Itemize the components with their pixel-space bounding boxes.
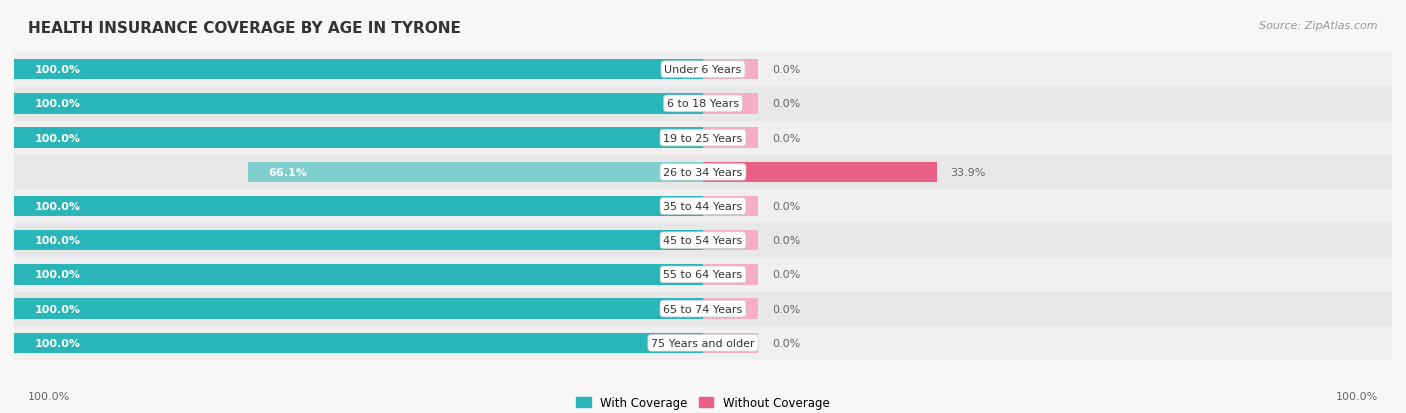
Bar <box>14 264 703 285</box>
Bar <box>14 223 1392 258</box>
Text: 35 to 44 Years: 35 to 44 Years <box>664 202 742 211</box>
Bar <box>14 128 703 149</box>
Bar <box>14 230 703 251</box>
Bar <box>14 196 703 217</box>
Text: 100.0%: 100.0% <box>35 99 80 109</box>
Text: 0.0%: 0.0% <box>772 304 800 314</box>
Bar <box>703 94 758 114</box>
Text: Under 6 Years: Under 6 Years <box>665 65 741 75</box>
Bar <box>14 60 703 80</box>
Bar <box>703 162 936 183</box>
Bar <box>703 299 758 319</box>
Text: 100.0%: 100.0% <box>35 270 80 280</box>
Bar <box>14 292 1392 326</box>
Bar <box>703 60 758 80</box>
Text: 100.0%: 100.0% <box>35 338 80 348</box>
Text: 100.0%: 100.0% <box>35 133 80 143</box>
Bar <box>703 333 758 353</box>
Bar <box>14 53 1392 87</box>
Text: 33.9%: 33.9% <box>950 167 986 177</box>
Text: 55 to 64 Years: 55 to 64 Years <box>664 270 742 280</box>
Text: 100.0%: 100.0% <box>28 391 70 401</box>
Text: 0.0%: 0.0% <box>772 65 800 75</box>
Text: 100.0%: 100.0% <box>35 236 80 246</box>
Text: 19 to 25 Years: 19 to 25 Years <box>664 133 742 143</box>
Bar <box>14 190 1392 223</box>
Text: 66.1%: 66.1% <box>269 167 307 177</box>
Text: 0.0%: 0.0% <box>772 270 800 280</box>
Bar <box>703 128 758 149</box>
Text: 0.0%: 0.0% <box>772 133 800 143</box>
Bar <box>703 196 758 217</box>
Text: 0.0%: 0.0% <box>772 99 800 109</box>
Text: 6 to 18 Years: 6 to 18 Years <box>666 99 740 109</box>
Text: 100.0%: 100.0% <box>1336 391 1378 401</box>
Bar <box>247 162 703 183</box>
Text: 100.0%: 100.0% <box>35 304 80 314</box>
Bar <box>14 299 703 319</box>
Bar <box>14 121 1392 155</box>
Text: 100.0%: 100.0% <box>35 65 80 75</box>
Text: 0.0%: 0.0% <box>772 236 800 246</box>
Text: HEALTH INSURANCE COVERAGE BY AGE IN TYRONE: HEALTH INSURANCE COVERAGE BY AGE IN TYRO… <box>28 21 461 36</box>
Text: Source: ZipAtlas.com: Source: ZipAtlas.com <box>1260 21 1378 31</box>
Bar <box>703 264 758 285</box>
Text: 0.0%: 0.0% <box>772 202 800 211</box>
Bar <box>14 87 1392 121</box>
Bar <box>14 155 1392 190</box>
Text: 45 to 54 Years: 45 to 54 Years <box>664 236 742 246</box>
Bar <box>703 230 758 251</box>
Bar <box>14 326 1392 360</box>
Bar <box>14 333 703 353</box>
Bar <box>14 258 1392 292</box>
Bar <box>14 94 703 114</box>
Text: 65 to 74 Years: 65 to 74 Years <box>664 304 742 314</box>
Text: 100.0%: 100.0% <box>35 202 80 211</box>
Legend: With Coverage, Without Coverage: With Coverage, Without Coverage <box>572 392 834 413</box>
Text: 26 to 34 Years: 26 to 34 Years <box>664 167 742 177</box>
Text: 75 Years and older: 75 Years and older <box>651 338 755 348</box>
Text: 0.0%: 0.0% <box>772 338 800 348</box>
